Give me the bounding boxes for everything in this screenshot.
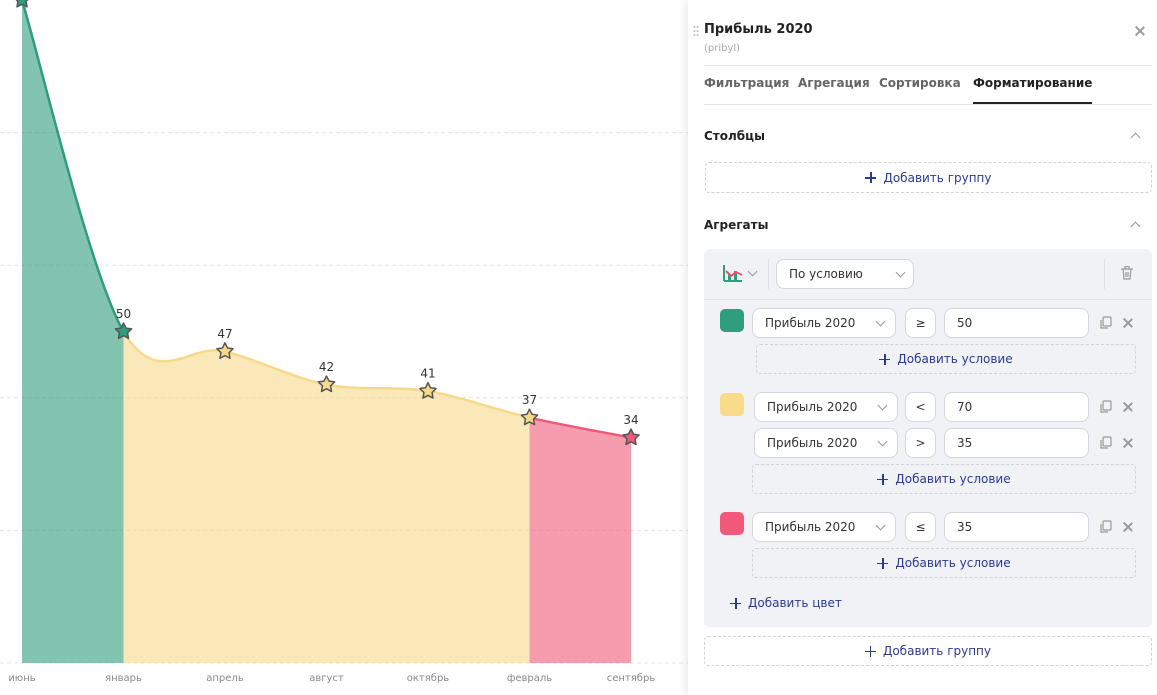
tab[interactable]: Форматирование <box>973 76 1093 90</box>
tab[interactable]: Фильтрация <box>704 76 790 90</box>
line-segment <box>224 350 327 386</box>
x-tick-label: июнь <box>8 673 35 684</box>
point-marker <box>15 0 29 8</box>
button-label: Добавить цвет <box>748 596 842 610</box>
line-segment <box>326 383 429 393</box>
x-tick-label: сентябрь <box>607 673 656 684</box>
operator-select[interactable]: < <box>905 392 936 422</box>
add-group-button[interactable]: Добавить группу <box>705 162 1152 193</box>
copy-button[interactable] <box>1099 436 1113 450</box>
separator <box>1104 259 1105 289</box>
value-input[interactable]: 35 <box>944 512 1089 542</box>
field-select[interactable]: Прибыль 2020 <box>752 308 896 338</box>
drag-handle[interactable] <box>693 25 699 37</box>
remove-button[interactable] <box>1123 318 1133 328</box>
color-swatch[interactable] <box>720 309 744 332</box>
divider <box>704 65 1152 66</box>
select-value: Прибыль 2020 <box>767 436 858 450</box>
operator-select[interactable]: > <box>905 428 936 458</box>
separator <box>768 259 769 289</box>
divider <box>704 104 1152 105</box>
data-label: 50 <box>116 307 131 321</box>
point-marker <box>419 381 437 399</box>
section-title: Столбцы <box>704 129 765 143</box>
area-segment <box>123 331 225 663</box>
data-label: 47 <box>217 327 232 341</box>
add-condition-button[interactable]: Добавить условие <box>752 464 1136 494</box>
select-value: Прибыль 2020 <box>765 316 856 330</box>
area-segment <box>22 0 124 663</box>
button-label: Добавить условие <box>895 472 1011 486</box>
panel-subtitle: (pribyl) <box>704 43 741 54</box>
color-swatch[interactable] <box>720 512 744 535</box>
section-title: Агрегаты <box>704 218 769 232</box>
add-color-button[interactable]: Добавить цвет <box>730 596 842 610</box>
button-label: Добавить условие <box>897 352 1013 366</box>
point-marker <box>114 322 133 340</box>
line-segment <box>122 330 226 363</box>
panel-title: Прибыль 2020 <box>704 22 813 37</box>
add-group-button[interactable]: Добавить группу <box>704 636 1152 666</box>
copy-button[interactable] <box>1099 316 1113 330</box>
button-label: Добавить группу <box>882 644 992 658</box>
data-label: 41 <box>420 367 435 381</box>
mode-select[interactable]: По условию <box>776 259 914 289</box>
remove-button[interactable] <box>1123 402 1133 412</box>
area-segment <box>529 417 631 663</box>
value-input[interactable]: 70 <box>944 392 1089 422</box>
settings-panel: Прибыль 2020 (pribyl) Фильтрация Агрегац… <box>688 0 1157 695</box>
collapse-icon[interactable] <box>1130 221 1141 232</box>
point-marker <box>520 408 539 426</box>
divider <box>704 299 1152 300</box>
x-tick-label: февраль <box>507 673 552 684</box>
copy-button[interactable] <box>1099 400 1113 414</box>
remove-button[interactable] <box>1123 522 1133 532</box>
add-condition-button[interactable]: Добавить условие <box>752 548 1136 578</box>
add-condition-button[interactable]: Добавить условие <box>756 344 1136 374</box>
value-input[interactable]: 35 <box>944 428 1089 458</box>
tab[interactable]: Сортировка <box>879 76 961 90</box>
select-value: По условию <box>789 267 863 281</box>
x-tick-label: октябрь <box>407 673 450 684</box>
data-label: 42 <box>319 360 334 374</box>
operator-select[interactable]: ≥ <box>905 308 936 338</box>
point-marker <box>317 375 336 393</box>
x-tick-label: август <box>309 673 344 684</box>
active-tab-indicator <box>973 102 1092 104</box>
x-tick-label: апрель <box>206 673 244 684</box>
select-value: Прибыль 2020 <box>767 400 858 414</box>
field-select[interactable]: Прибыль 2020 <box>752 512 896 542</box>
delete-button[interactable] <box>1121 266 1133 280</box>
operator-select[interactable]: ≤ <box>905 512 936 542</box>
button-label: Добавить группу <box>883 170 992 185</box>
close-button[interactable] <box>1135 26 1145 36</box>
line-segment <box>20 0 125 333</box>
x-tick-label: январь <box>105 673 142 684</box>
value-input[interactable]: 50 <box>944 308 1089 338</box>
collapse-icon[interactable] <box>1130 132 1141 143</box>
chart: 50 47 42 41 37 34 июнь январь апрель август октябр… <box>0 0 688 684</box>
line-segment <box>427 389 530 419</box>
data-label: 34 <box>623 413 638 427</box>
select-value: Прибыль 2020 <box>765 520 856 534</box>
field-select[interactable]: Прибыль 2020 <box>754 392 898 422</box>
area-segment <box>225 351 327 663</box>
chart-type-icon[interactable] <box>722 263 744 283</box>
field-select[interactable]: Прибыль 2020 <box>754 428 898 458</box>
color-swatch[interactable] <box>720 393 744 416</box>
copy-button[interactable] <box>1099 520 1113 534</box>
button-label: Добавить условие <box>895 556 1011 570</box>
remove-button[interactable] <box>1123 438 1133 448</box>
area-segment <box>326 384 428 663</box>
tab[interactable]: Агрегация <box>798 76 870 90</box>
area-segment <box>428 391 530 663</box>
point-marker <box>216 342 234 360</box>
aggregates-box: По условию Прибыль 2020 ≥ 50 Добавить ус… <box>704 249 1152 627</box>
point-marker <box>622 428 640 446</box>
dropdown-icon[interactable] <box>747 266 758 277</box>
data-label: 37 <box>522 393 537 407</box>
